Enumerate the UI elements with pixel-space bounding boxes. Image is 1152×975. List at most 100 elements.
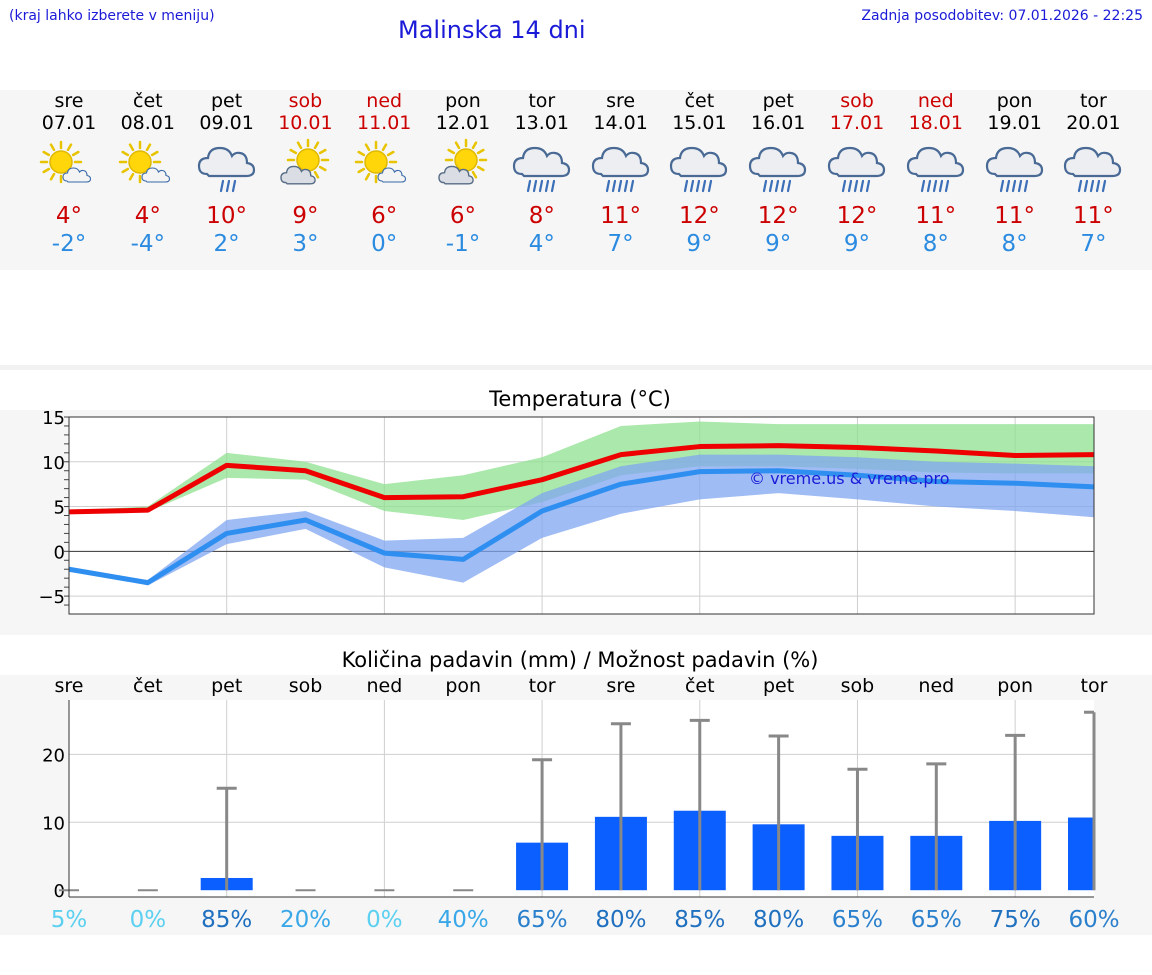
day-date: 18.01 — [908, 112, 963, 134]
y-tick-label: −5 — [38, 587, 65, 608]
day-name: pon — [996, 90, 1033, 112]
temp-min: 9° — [843, 231, 871, 257]
temp-min: 7° — [1080, 231, 1107, 257]
day-name: pon — [445, 90, 481, 112]
day-date: 14.01 — [593, 112, 648, 134]
cloud-shape — [827, 146, 886, 178]
chance-label: 65% — [832, 907, 883, 933]
cloud-shape — [670, 146, 728, 178]
day-name: čet — [133, 90, 163, 112]
day-date: 13.01 — [514, 112, 569, 134]
cloud-shape — [62, 167, 92, 183]
chance-label: 20% — [280, 907, 331, 933]
day-name: tor — [1079, 90, 1107, 112]
y-tick-label: 0 — [54, 542, 65, 563]
day-date: 19.01 — [987, 112, 1042, 134]
day-name: sre — [606, 90, 636, 112]
day-name: ned — [366, 90, 403, 112]
cloud-shape — [985, 146, 1043, 178]
rain-drops — [999, 179, 1028, 193]
rain-drops — [1078, 179, 1107, 193]
temp-min: 9° — [765, 231, 792, 257]
heavy-rain-icon — [591, 146, 649, 193]
day-date: 08.01 — [120, 112, 175, 134]
heavy-rain-icon — [827, 146, 886, 193]
cloud-sun-icon — [438, 138, 488, 185]
heavy-rain-icon — [670, 146, 728, 193]
day-column: pet 09.01 10° 2° — [187, 90, 267, 258]
temp-max: 6° — [449, 203, 477, 229]
day-column: pon 12.01 6° -1° — [423, 90, 503, 258]
temp-max: 11° — [1073, 203, 1114, 229]
day-name: čet — [684, 90, 715, 112]
chance-label: 0% — [366, 907, 403, 933]
sun-cloud-icon — [39, 140, 92, 184]
y-tick-label: 0 — [54, 881, 65, 902]
day-column: sob 10.01 9° 3° — [265, 90, 345, 258]
y-tick-label: 10 — [42, 453, 65, 474]
day-column: pet 16.01 12° 9° — [738, 90, 818, 258]
temp-min: 4° — [528, 231, 555, 257]
category-label: pet — [763, 675, 794, 697]
last-updated: Zadnja posodobitev: 07.01.2026 - 22:25 — [861, 8, 1143, 24]
day-column: čet 08.01 4° -4° — [108, 90, 188, 258]
chance-label: 40% — [438, 907, 489, 933]
rain-icon — [197, 146, 255, 193]
day-date: 11.01 — [356, 112, 412, 134]
precipitation-chart: 20 10 0 sre čet pet sob ned pon tor sre čet pet sob ne… — [42, 675, 1119, 933]
range-band-min — [69, 454, 1094, 586]
chance-label: 80% — [753, 907, 804, 933]
day-date: 09.01 — [199, 112, 254, 134]
day-date: 12.01 — [435, 112, 491, 134]
rain-drops — [920, 179, 949, 193]
category-label: sob — [289, 675, 323, 697]
sun-shape — [287, 138, 330, 182]
precip-chart-title: Količina padavin (mm) / Možnost padavin … — [341, 648, 819, 672]
temperature-chart-title: Temperatura (°C) — [489, 387, 671, 411]
day-date: 20.01 — [1066, 112, 1121, 134]
day-name: pet — [210, 90, 243, 112]
day-name: ned — [917, 90, 954, 112]
temp-max: 4° — [134, 203, 161, 229]
category-label: pet — [211, 675, 242, 697]
chance-label: 65% — [911, 907, 962, 933]
y-tick-label: 5 — [54, 498, 65, 519]
cloud-shape — [280, 165, 317, 185]
cloud-shape — [512, 146, 570, 178]
day-date: 15.01 — [672, 112, 727, 134]
page-title: Malinska 14 dni — [398, 16, 586, 44]
category-label: sre — [55, 675, 84, 697]
chance-label: 85% — [201, 907, 252, 933]
temp-min: 7° — [607, 231, 634, 257]
y-tick-label: 20 — [42, 745, 65, 766]
temp-max: 4° — [55, 203, 83, 229]
day-date: 10.01 — [278, 112, 333, 134]
day-date: 07.01 — [41, 112, 97, 134]
temp-min: -2° — [51, 231, 87, 257]
chance-label: 80% — [595, 907, 646, 933]
rain-drops — [605, 179, 634, 193]
temp-max: 10° — [206, 203, 247, 229]
cloud-shape — [377, 167, 407, 183]
series-line-max — [68, 443, 1095, 515]
temp-max: 11° — [994, 203, 1035, 229]
temp-max: 12° — [679, 203, 720, 229]
temp-min: 8° — [1001, 231, 1028, 257]
temp-min: 9° — [686, 231, 713, 257]
sun-cloud-icon — [354, 140, 407, 184]
y-tick-label: 10 — [42, 813, 65, 834]
day-column: sre 07.01 4° -2° — [29, 90, 109, 258]
temp-min: 3° — [292, 231, 319, 257]
category-label: sob — [841, 675, 875, 697]
precip-bar — [1068, 817, 1094, 891]
category-label: ned — [366, 675, 402, 697]
series-line-min — [68, 468, 1095, 586]
chance-label: 5% — [51, 907, 88, 933]
category-label: sre — [606, 675, 635, 697]
temp-max: 6° — [371, 203, 398, 229]
day-name: sob — [840, 90, 874, 112]
day-name: pet — [762, 90, 794, 112]
temperature-chart: 15 10 5 0 −5 © vreme.us & vreme.pro — [38, 408, 1095, 615]
category-label: pon — [997, 675, 1033, 697]
forecast-band — [0, 90, 1152, 270]
